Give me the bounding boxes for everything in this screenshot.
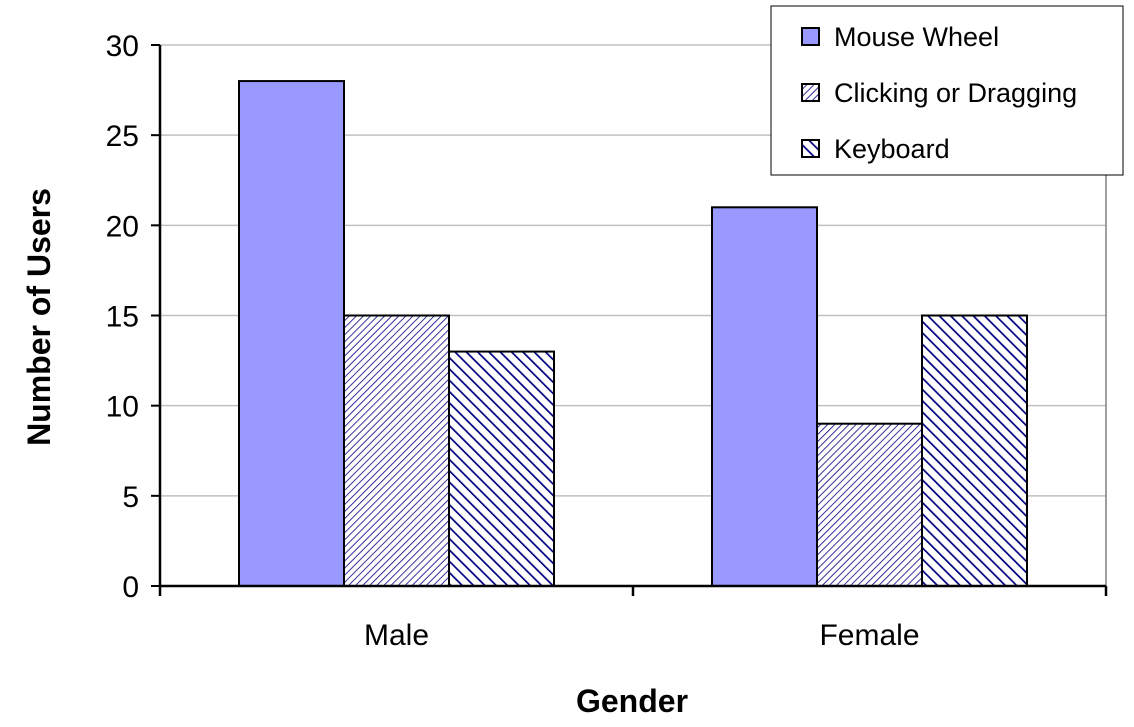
legend-swatch-keyboard	[801, 139, 820, 158]
bar-male-mouse-wheel	[238, 80, 345, 587]
x-axis-title: Gender	[576, 683, 688, 719]
y-tick-label: 5	[122, 481, 139, 514]
legend-box	[770, 5, 1124, 176]
y-tick-label: 25	[106, 120, 139, 153]
y-tick-labels: 0 5 10 15 20 25 30	[106, 30, 160, 604]
legend-label-mouse-wheel: Mouse Wheel	[834, 22, 999, 52]
y-tick-label: 30	[106, 30, 139, 63]
legend-swatch-mouse-wheel	[801, 27, 820, 46]
x-category-label-male: Male	[364, 619, 429, 652]
legend-label-keyboard: Keyboard	[834, 134, 950, 164]
bar-female-clicking-or-dragging	[816, 422, 923, 588]
y-tick-label: 15	[106, 301, 139, 334]
y-axis-title: Number of Users	[21, 188, 57, 446]
legend-swatch-clicking-or-dragging	[801, 83, 820, 102]
legend: Mouse Wheel Clicking or Dragging Keyboar…	[770, 5, 1124, 176]
y-tick-label: 20	[106, 210, 139, 243]
y-tick-label: 10	[106, 391, 139, 424]
x-category-labels: Male Female	[364, 619, 920, 652]
bar-female-keyboard	[921, 314, 1028, 587]
bar-female-mouse-wheel	[711, 206, 818, 588]
bar-male-clicking-or-dragging	[343, 314, 450, 587]
legend-label-clicking-or-dragging: Clicking or Dragging	[834, 78, 1077, 108]
y-tick-label: 0	[122, 571, 139, 604]
bars	[238, 80, 1028, 588]
bar-male-keyboard	[448, 350, 555, 588]
x-category-label-female: Female	[819, 619, 919, 652]
